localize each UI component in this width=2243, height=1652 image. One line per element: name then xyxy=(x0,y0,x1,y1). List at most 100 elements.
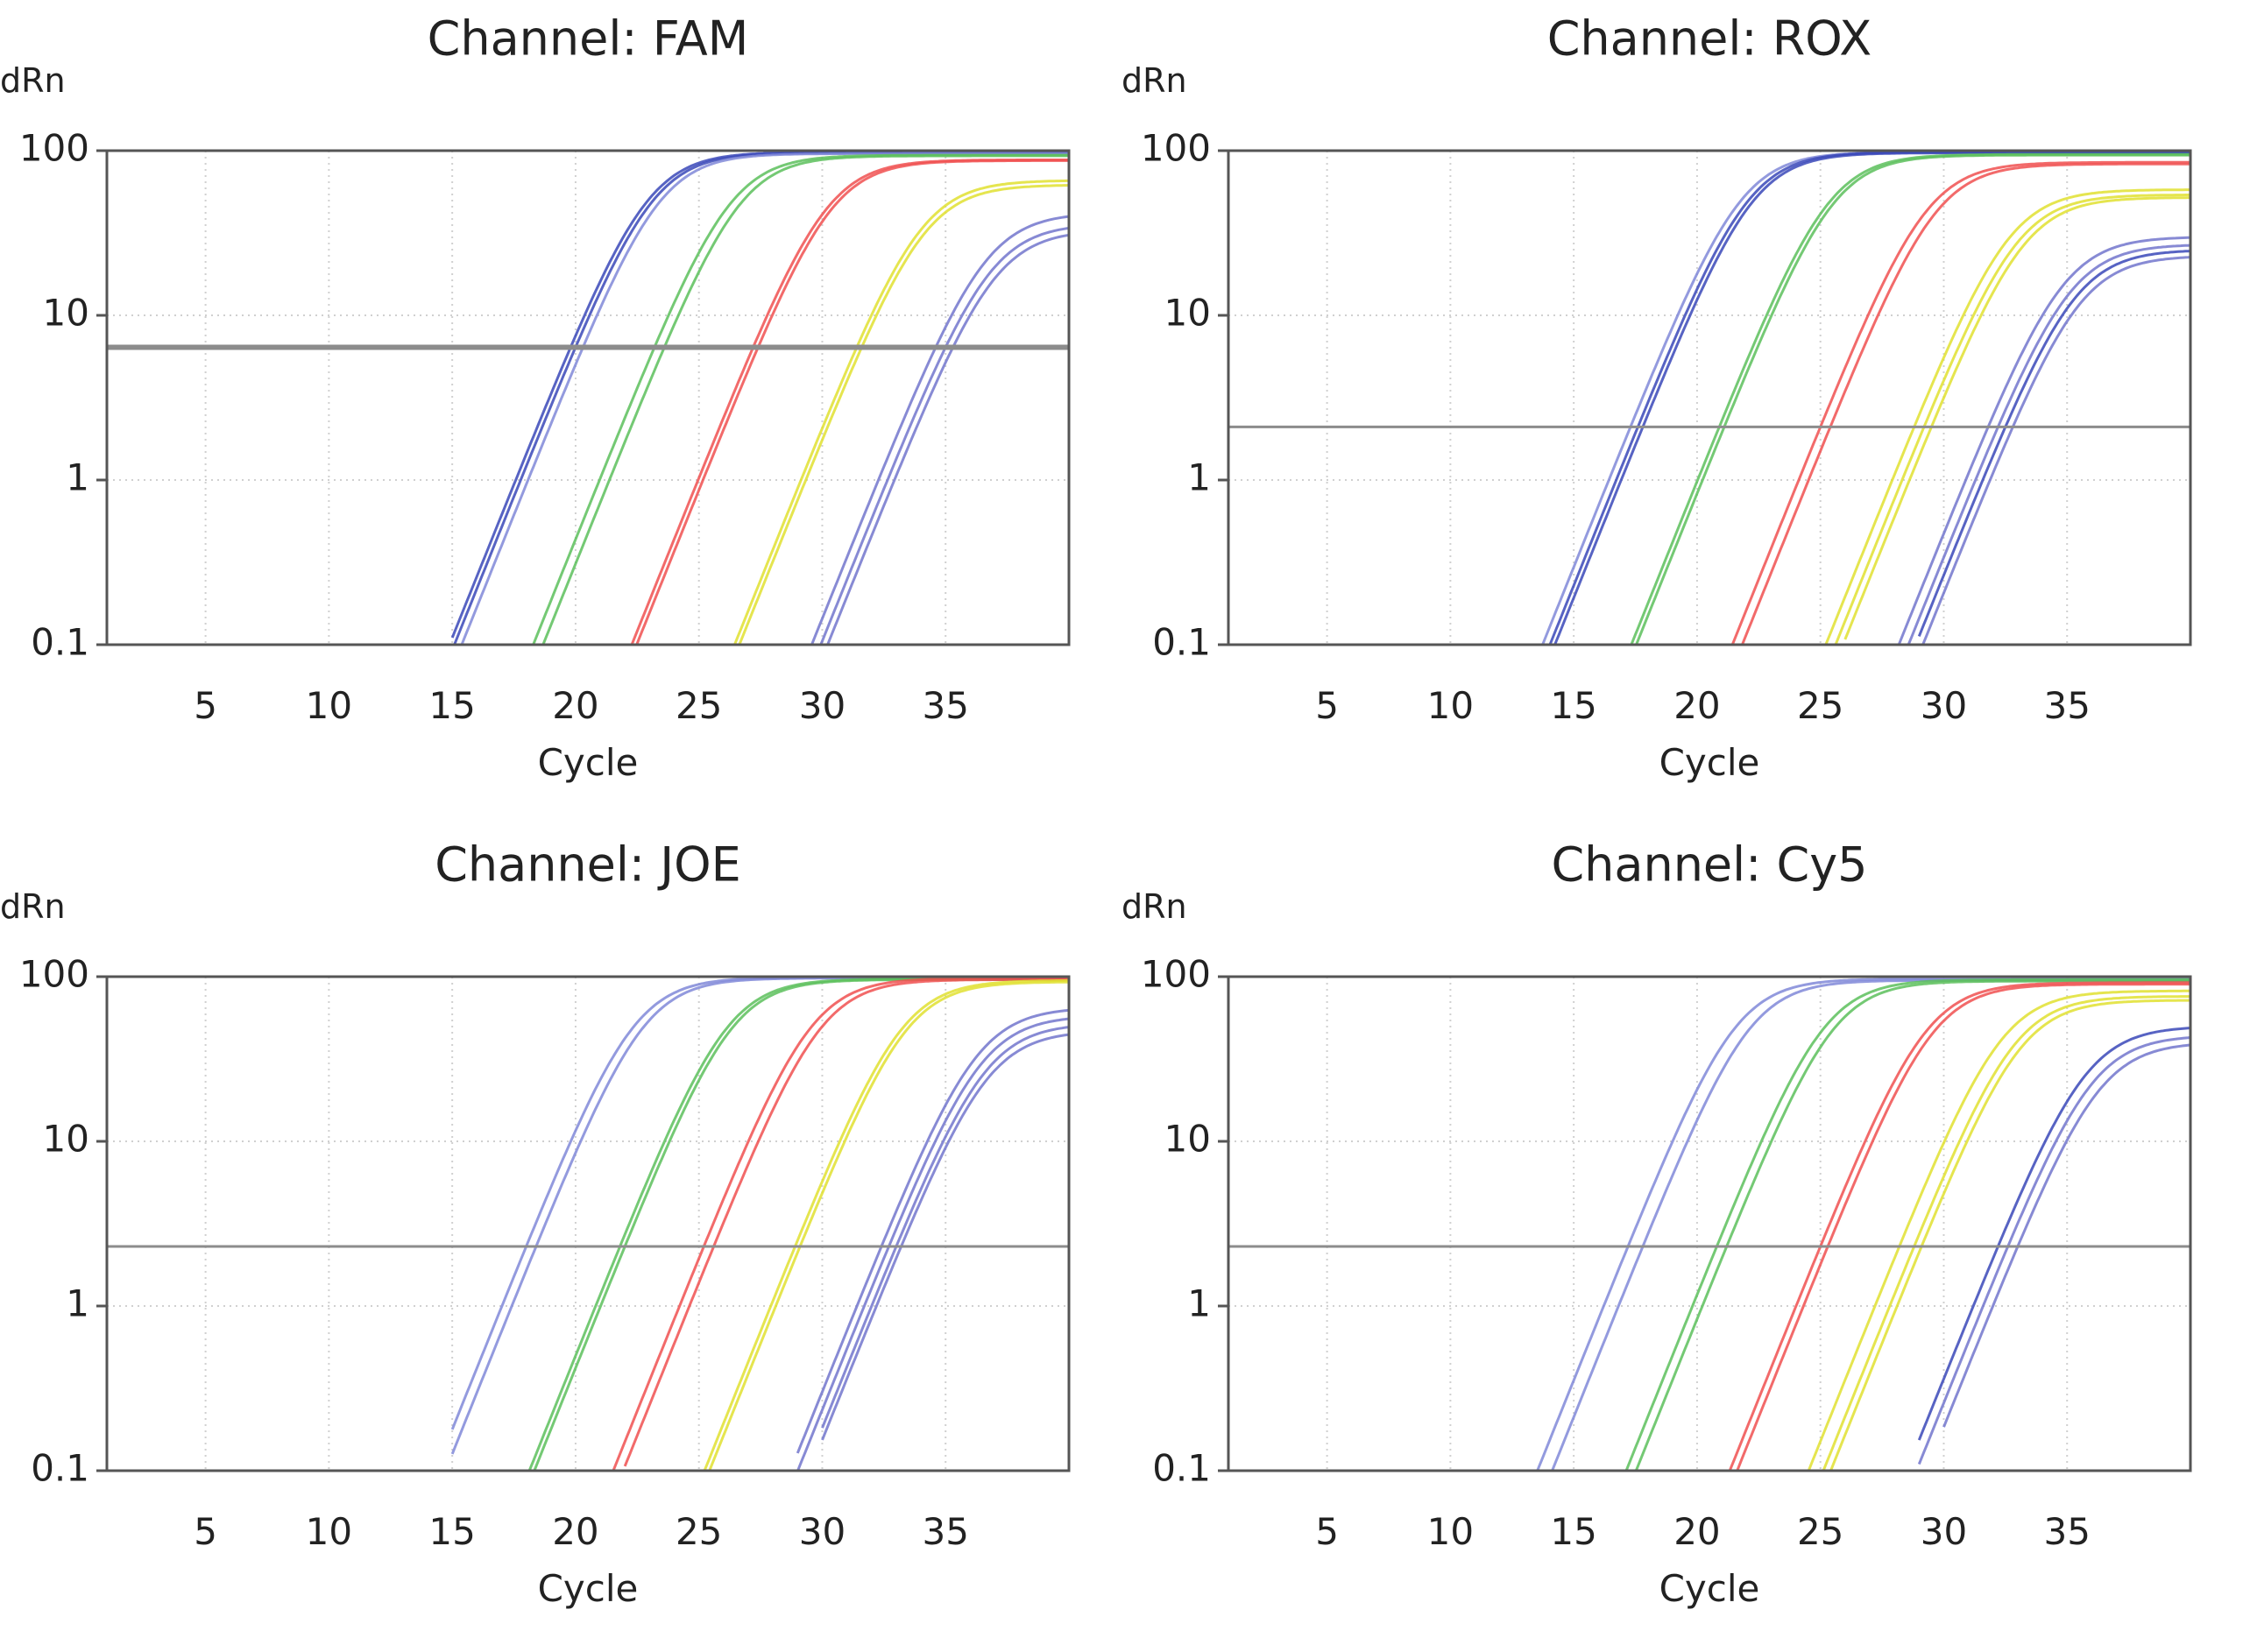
x-tick-label: 35 xyxy=(2044,1510,2091,1553)
series-group xyxy=(1536,978,2190,1471)
series-line-8 xyxy=(1824,188,2190,645)
series-line-8 xyxy=(1822,995,2190,1471)
x-axis-label: Cycle xyxy=(538,1567,639,1610)
x-tick-label: 25 xyxy=(1797,684,1843,727)
plot-frame xyxy=(1227,149,2192,646)
series-line-4 xyxy=(1630,152,2190,645)
chart-title: Channel: FAM xyxy=(428,11,749,67)
series-line-11 xyxy=(819,226,1069,645)
series-group xyxy=(1540,151,2190,645)
series-line-9 xyxy=(796,1008,1069,1454)
y-tick-label: 1 xyxy=(1187,456,1211,499)
series-line-2 xyxy=(1550,978,2190,1471)
series-line-4 xyxy=(533,978,1069,1471)
series-line-13 xyxy=(1917,250,2190,637)
series-line-3 xyxy=(1624,978,2190,1471)
x-tick-label: 20 xyxy=(552,684,598,727)
series-line-4 xyxy=(1634,979,2190,1471)
chart-title: Channel: JOE xyxy=(435,837,741,893)
chart-svg-joe: Channel: JOE dRn 0.1 1 10 100 5 10 15 20 25 30 35 Cyc… xyxy=(0,837,1071,1610)
series-line-6 xyxy=(1736,983,2190,1471)
chart-svg-rox: Channel: ROX dRn 0.1 1 10 100 5 10 15 20 25 30 35 Cyc… xyxy=(1122,11,2192,784)
series-line-12 xyxy=(1942,1043,2190,1428)
series-line-1 xyxy=(450,977,1069,1430)
y-tick-label: 0.1 xyxy=(1152,1447,1211,1490)
chart-panel-cy5: Channel: Cy5 dRn 0.1 1 10 100 5 10 15 20 25 30 35 Cyc… xyxy=(1122,826,2243,1652)
series-line-6 xyxy=(623,978,1069,1467)
y-tick-label: 100 xyxy=(1141,127,1211,170)
chart-title: Channel: Cy5 xyxy=(1551,837,1867,893)
series-line-3 xyxy=(1553,152,2190,645)
series-line-7 xyxy=(1740,162,2190,645)
y-axis-label: dRn xyxy=(1122,61,1187,100)
y-tick-label: 100 xyxy=(19,127,89,170)
x-tick-label: 15 xyxy=(1550,1510,1596,1553)
x-tick-label: 35 xyxy=(2044,684,2091,727)
x-tick-label: 30 xyxy=(799,1510,846,1553)
x-tick-label: 20 xyxy=(1673,1510,1720,1553)
series-line-2 xyxy=(1548,151,2190,645)
series-line-10 xyxy=(1917,1027,2190,1441)
x-tick-label: 30 xyxy=(799,684,846,727)
series-line-5 xyxy=(1634,153,2190,645)
series-line-2 xyxy=(450,977,1069,1455)
y-tick-label: 10 xyxy=(43,1118,89,1161)
series-line-11 xyxy=(1917,1036,2190,1465)
series-line-9 xyxy=(1834,194,2190,645)
series-line-11 xyxy=(1897,236,2190,645)
x-tick-label: 15 xyxy=(428,1510,475,1553)
series-line-14 xyxy=(1921,256,2190,645)
series-line-12 xyxy=(825,233,1069,645)
series-line-7 xyxy=(1807,989,2190,1471)
series-line-10 xyxy=(1843,196,2190,640)
y-tick-label: 10 xyxy=(43,292,89,335)
y-tick-label: 1 xyxy=(1187,1282,1211,1325)
x-tick-label: 35 xyxy=(923,1510,969,1553)
series-line-10 xyxy=(810,215,1069,645)
x-tick-label: 15 xyxy=(1550,684,1596,727)
x-tick-label: 35 xyxy=(923,684,969,727)
series-line-7 xyxy=(703,978,1069,1471)
series-line-5 xyxy=(1728,981,2190,1471)
chart-svg-fam: Channel: FAM dRn 0.1 1 10 100 5 10 15 20 25 30 35 Cyc… xyxy=(0,11,1071,784)
plot-frame xyxy=(105,975,1071,1472)
series-line-9 xyxy=(738,184,1069,645)
series-line-5 xyxy=(612,977,1069,1471)
x-tick-label: 30 xyxy=(1921,1510,1967,1553)
y-tick-label: 0.1 xyxy=(31,1447,89,1490)
x-axis-label: Cycle xyxy=(1659,1567,1760,1610)
x-tick-label: 10 xyxy=(306,684,352,727)
plot-frame xyxy=(1227,975,2192,1472)
series-line-10 xyxy=(796,1017,1069,1471)
series-line-3 xyxy=(527,978,1069,1471)
y-tick-label: 100 xyxy=(1141,953,1211,996)
series-line-1 xyxy=(450,151,1069,639)
x-tick-label: 30 xyxy=(1921,684,1967,727)
chart-svg-cy5: Channel: Cy5 dRn 0.1 1 10 100 5 10 15 20 25 30 35 Cyc… xyxy=(1122,837,2192,1610)
x-tick-label: 10 xyxy=(1427,684,1474,727)
x-axis-label: Cycle xyxy=(538,741,639,784)
x-tick-label: 5 xyxy=(1315,684,1339,727)
series-line-7 xyxy=(635,159,1069,645)
x-tick-label: 25 xyxy=(676,1510,722,1553)
series-line-12 xyxy=(1907,244,2190,645)
x-tick-label: 5 xyxy=(194,1510,217,1553)
series-line-11 xyxy=(821,1026,1069,1429)
series-line-9 xyxy=(1829,999,2190,1471)
series-line-8 xyxy=(708,980,1069,1471)
y-axis-label: dRn xyxy=(0,61,66,100)
chart-panel-fam: Channel: FAM dRn 0.1 1 10 100 5 10 15 20 25 30 35 Cyc… xyxy=(0,0,1122,826)
y-tick-label: 1 xyxy=(66,456,89,499)
series-line-2 xyxy=(452,152,1069,645)
series-line-3 xyxy=(460,152,1069,645)
y-tick-label: 10 xyxy=(1164,1118,1211,1161)
series-group xyxy=(450,151,1069,645)
series-line-5 xyxy=(541,154,1069,645)
x-tick-label: 25 xyxy=(676,684,722,727)
x-tick-label: 20 xyxy=(552,1510,598,1553)
x-tick-label: 5 xyxy=(194,684,217,727)
series-group xyxy=(450,977,1069,1471)
y-axis-label: dRn xyxy=(0,887,66,926)
y-tick-label: 1 xyxy=(66,1282,89,1325)
x-tick-label: 25 xyxy=(1797,1510,1843,1553)
